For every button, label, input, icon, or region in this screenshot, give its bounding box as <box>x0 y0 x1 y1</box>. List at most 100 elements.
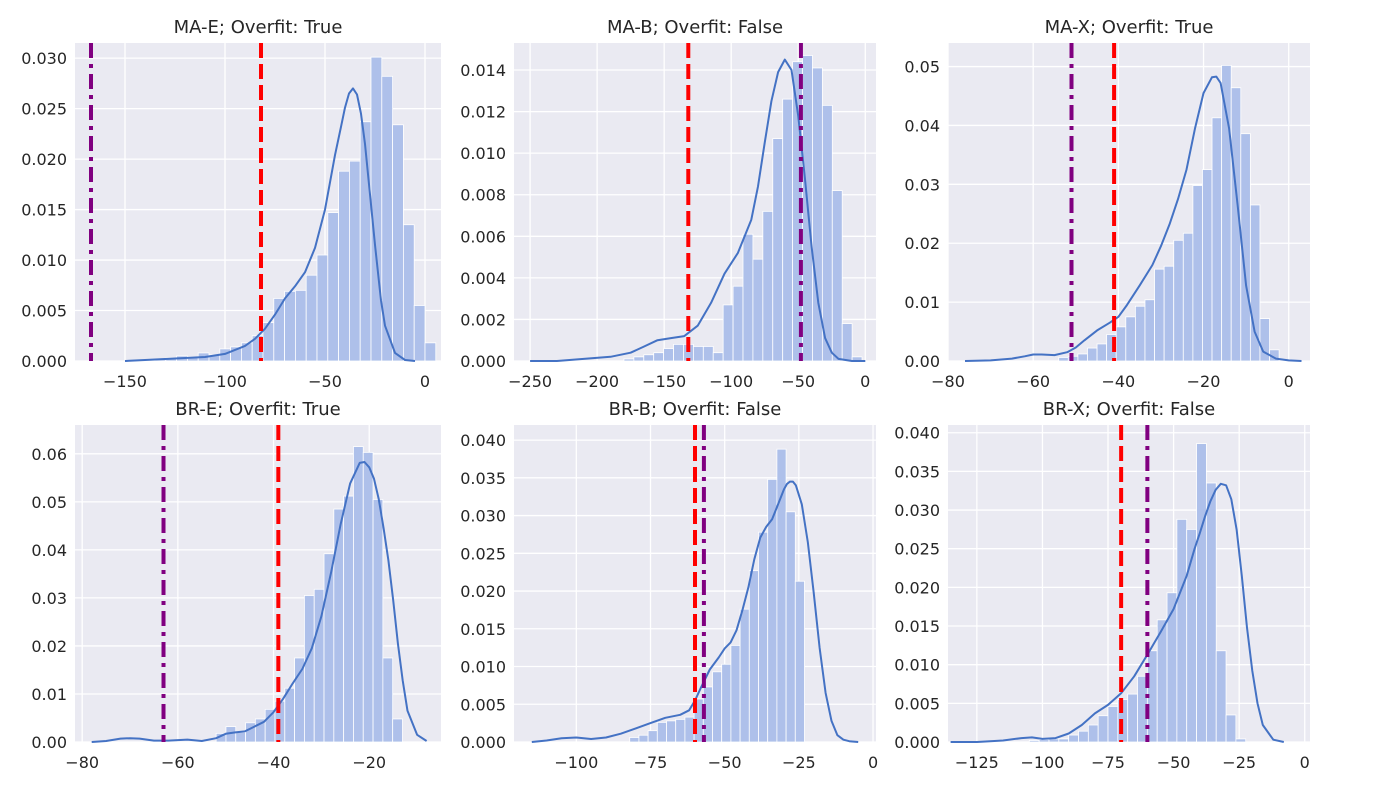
chart-title: MA-B; Overfit: False <box>607 17 783 38</box>
histogram-bar <box>794 580 805 743</box>
y-tick-label: 0.000 <box>460 733 506 752</box>
y-tick-label: 0.010 <box>894 656 940 675</box>
histogram-bar <box>712 671 723 743</box>
x-tick-label: −100 <box>1020 753 1064 772</box>
histogram-bar <box>762 210 774 362</box>
y-tick-label: 0.00 <box>904 352 940 371</box>
y-tick-label: 0.010 <box>460 658 506 677</box>
histogram-bar <box>739 608 750 743</box>
histogram-bar <box>1173 239 1184 362</box>
chart-title: BR-E; Overfit: True <box>175 399 341 420</box>
x-tick-label: −20 <box>1187 372 1221 391</box>
histogram-bar <box>372 499 384 743</box>
y-tick-label: 0.02 <box>904 234 940 253</box>
histogram-bar <box>831 190 843 362</box>
histogram-bar <box>1211 117 1223 362</box>
histogram-bar <box>413 305 426 362</box>
histogram-bar <box>327 212 339 362</box>
y-tick-label: 0.010 <box>21 251 67 270</box>
histogram-bar <box>382 657 394 743</box>
y-tick-label: 0.030 <box>460 507 506 526</box>
histogram-bar <box>370 56 383 362</box>
histogram-bar <box>284 687 295 743</box>
x-tick-label: −75 <box>1091 753 1125 772</box>
histogram-bar <box>623 358 635 362</box>
y-tick-label: 0.03 <box>904 175 940 194</box>
chart-title: MA-X; Overfit: True <box>1045 17 1214 38</box>
histogram-bar <box>1182 232 1194 362</box>
histogram-bar <box>1202 169 1213 362</box>
histogram-bar <box>245 722 256 743</box>
histogram-bar <box>1058 357 1069 362</box>
chart-panel-4: BR-E; Overfit: True −80 −60 −40 −20 0.00 0.01 0… <box>31 399 441 772</box>
y-tick-label: 0.030 <box>894 501 940 520</box>
histogram-bar <box>841 323 853 362</box>
histogram-bar <box>305 274 318 362</box>
histogram-bar <box>294 657 305 743</box>
y-tick-label: 0.005 <box>894 694 940 713</box>
x-tick-label: −50 <box>708 753 742 772</box>
histogram-bar <box>1215 650 1227 743</box>
chart-title: BR-X; Overfit: False <box>1043 399 1216 420</box>
histogram-bar <box>402 224 415 362</box>
x-tick-label: −60 <box>161 753 195 772</box>
x-tick-label: 0 <box>860 372 870 391</box>
y-tick-label: 0.010 <box>460 144 506 163</box>
histogram-bar <box>721 663 732 743</box>
histogram-bar <box>1205 482 1217 743</box>
histogram-bar <box>663 348 674 362</box>
chart-panel-5: BR-B; Overfit: False −100 −75 −50 −25 0 0.000 0… <box>460 399 878 772</box>
x-tick-label: −25 <box>1222 753 1256 772</box>
histogram-bar <box>730 644 741 743</box>
histogram-bar <box>343 495 354 743</box>
histogram-bar <box>722 304 734 362</box>
chart-title: MA-E; Overfit: True <box>174 17 343 38</box>
histogram-bar <box>1115 326 1127 362</box>
kde-curve <box>91 461 428 743</box>
histogram-bar <box>1107 706 1119 743</box>
histogram-bar <box>348 160 361 362</box>
histogram-bar <box>732 285 744 362</box>
histogram-bar <box>1068 734 1079 743</box>
histogram-bar <box>758 531 769 743</box>
histogram-bar <box>1154 268 1165 362</box>
x-tick-label: −50 <box>781 372 815 391</box>
histogram-bar <box>1249 204 1261 362</box>
y-tick-label: 0.03 <box>31 589 67 608</box>
histogram-bar <box>638 734 649 743</box>
kde-curve <box>124 87 416 362</box>
y-tick-label: 0.025 <box>460 544 506 563</box>
x-tick-label: −100 <box>203 372 247 391</box>
kde-curve <box>531 480 859 743</box>
x-tick-label: 0 <box>420 372 430 391</box>
histogram-bar <box>1156 619 1168 743</box>
y-tick-label: 0.040 <box>460 431 506 450</box>
histogram-bar <box>752 258 764 362</box>
y-tick-label: 0.05 <box>904 58 940 77</box>
histogram-bar <box>362 451 374 743</box>
histogram-bar <box>1259 318 1270 362</box>
chart-title: BR-B; Overfit: False <box>609 399 782 420</box>
y-tick-label: 0.025 <box>21 100 67 119</box>
histogram-bar <box>294 289 307 362</box>
histogram-bar <box>702 346 714 362</box>
histogram-bar <box>1225 714 1237 743</box>
histogram-bar <box>338 170 350 362</box>
x-tick-label: −20 <box>352 753 386 772</box>
plot-background <box>948 425 1310 742</box>
y-tick-label: 0.06 <box>31 445 67 464</box>
y-tick-label: 0.004 <box>460 269 506 288</box>
x-tick-label: −150 <box>642 372 686 391</box>
y-tick-label: 0.025 <box>894 540 940 559</box>
histogram-bar <box>785 511 796 743</box>
y-tick-label: 0.05 <box>31 493 67 512</box>
histogram-bar <box>673 343 684 362</box>
y-tick-label: 0.000 <box>894 733 940 752</box>
histogram-bar <box>304 595 315 743</box>
histogram-bar <box>1077 353 1088 362</box>
histogram-bar <box>643 354 655 362</box>
histogram-bar <box>1144 299 1155 362</box>
histogram-bar <box>629 737 640 743</box>
histogram-bar <box>653 352 665 362</box>
chart-panel-2: MA-B; Overfit: False −250 −200 −150 −100 −50 0… <box>460 17 876 391</box>
